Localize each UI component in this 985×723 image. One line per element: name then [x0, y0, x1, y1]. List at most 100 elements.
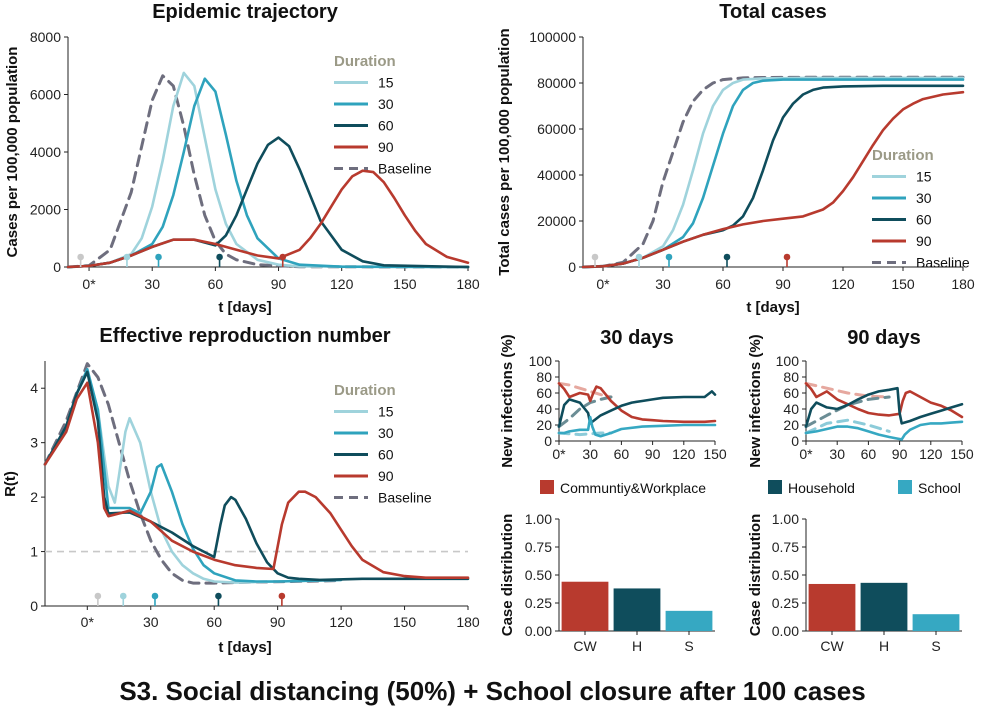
inf30-xtick-label: 60 — [614, 446, 630, 462]
total-ytick-label: 60000 — [537, 121, 576, 137]
trajectory-xlabel: t [days] — [218, 299, 271, 316]
dist90-ytick-label: 1.00 — [772, 511, 799, 527]
dist90-bar-cw — [808, 583, 856, 631]
inf90-series-community-workplace-baseline- — [804, 381, 891, 399]
rt-ytick-label: 2 — [30, 489, 38, 505]
trajectory-chart: Epidemic trajectory 0* 30 60 90 120 150 180 0 200… — [4, 1, 480, 316]
dist30-xtick-label: CW — [573, 638, 597, 654]
category-legend: Communtiy&Workplace Household School — [540, 480, 961, 496]
inf30-ylabel: New infections (%) — [499, 334, 516, 467]
inf30-xtick-label: 90 — [645, 446, 661, 462]
total-xtick-label: 180 — [951, 276, 975, 292]
inf90-ytick-label: 100 — [776, 353, 800, 369]
total-ytick-label: 100000 — [529, 29, 576, 45]
inf90-series-school — [804, 420, 964, 441]
inf90-xtick-label: 120 — [919, 446, 943, 462]
trajectory-legend-label: 15 — [378, 75, 394, 91]
total-ytick-label: 40000 — [537, 167, 576, 183]
inf30-ytick-label: 20 — [536, 417, 552, 433]
inf90-ytick-label: 0 — [791, 433, 799, 449]
rt-legend-title: Duration — [334, 382, 396, 399]
trajectory-legend-title: Duration — [334, 53, 396, 70]
total-legend-label: 30 — [916, 190, 932, 206]
inf30-ytick-label: 40 — [536, 401, 552, 417]
total-legend-title: Duration — [872, 147, 934, 164]
inf30-ytick-label: 80 — [536, 369, 552, 385]
rt-xtick-label: 150 — [393, 614, 417, 630]
trajectory-ytick-label: 6000 — [30, 87, 61, 103]
rt-xlabel: t [days] — [218, 639, 271, 656]
rt-xtick-label: 60 — [206, 614, 222, 630]
trajectory-legend-label: 30 — [378, 96, 394, 112]
total-xtick-label: 120 — [831, 276, 855, 292]
dist90-bar-h — [860, 582, 908, 631]
inf90-title: 90 days — [847, 327, 920, 349]
inf90-xtick-label: 150 — [950, 446, 974, 462]
trajectory-xtick-label: 30 — [144, 276, 160, 292]
trajectory-intervention-marker — [123, 253, 131, 261]
category-legend-swatch — [898, 480, 912, 494]
dist90-xtick-label: CW — [820, 638, 844, 654]
inf30-xtick-label: 30 — [582, 446, 598, 462]
dist90-ylabel: Case distribution — [747, 514, 764, 637]
inf90-series-school-baseline- — [804, 418, 891, 435]
total-xtick-label: 150 — [891, 276, 915, 292]
rt-xtick-label: 180 — [456, 614, 480, 630]
trajectory-intervention-marker — [77, 253, 84, 261]
inf30-xtick-label: 120 — [672, 446, 696, 462]
inf90-series-household-baseline- — [804, 395, 891, 429]
rt-title: Effective reproduction number — [99, 325, 390, 347]
total-legend-label: 60 — [916, 212, 932, 228]
dist30-ytick-label: 1.00 — [525, 511, 552, 527]
inf90-xtick-label: 0* — [799, 446, 813, 462]
rt-legend-label: 15 — [378, 404, 394, 420]
inf30-series-community-workplace — [557, 382, 717, 424]
dist30-bar-s — [665, 610, 713, 631]
inf90-xtick-label: 60 — [861, 446, 877, 462]
rt-series-30 — [43, 367, 343, 583]
trajectory-xtick-label: 120 — [330, 276, 354, 292]
total-xlabel: t [days] — [746, 299, 799, 316]
inf90-ytick-label: 60 — [783, 385, 799, 401]
rt-ytick-label: 0 — [30, 598, 38, 614]
total-ytick-label: 20000 — [537, 213, 576, 229]
total-series-baseline — [581, 75, 965, 269]
dist30-ytick-label: 0.75 — [525, 539, 552, 555]
trajectory-intervention-marker — [216, 253, 223, 261]
dist90-bar-s — [912, 614, 960, 631]
trajectory-series-baseline — [66, 74, 470, 269]
trajectory-legend-label: 60 — [378, 118, 394, 134]
trajectory-xtick-label: 0* — [82, 276, 96, 292]
category-legend-swatch — [768, 480, 782, 494]
dist30-ytick-label: 0.25 — [525, 595, 552, 611]
inf30-xtick-label: 0* — [552, 446, 566, 462]
trajectory-ylabel: Cases per 100,000 population — [4, 47, 21, 258]
rt-intervention-marker — [215, 592, 222, 600]
rt-ylabel: R(t) — [2, 471, 19, 497]
dist30-bar-cw — [561, 581, 609, 631]
rt-xtick-label: 90 — [270, 614, 286, 630]
total-xtick-label: 0* — [596, 276, 610, 292]
trajectory-xtick-label: 180 — [456, 276, 480, 292]
trajectory-xtick-label: 90 — [271, 276, 287, 292]
rt-legend-label: 90 — [378, 468, 394, 484]
rt-legend-label: Baseline — [378, 490, 432, 506]
inf90-ytick-label: 40 — [783, 401, 799, 417]
total-xtick-label: 60 — [715, 276, 731, 292]
dist30-xtick-label: H — [632, 638, 642, 654]
inf90-xtick-label: 90 — [892, 446, 908, 462]
trajectory-xtick-label: 150 — [393, 276, 417, 292]
figure-caption: S3. Social distancing (50%) + School clo… — [119, 676, 866, 706]
category-legend-label: Communtiy&Workplace — [560, 480, 706, 496]
rt-ytick-label: 4 — [30, 380, 38, 396]
rt-xtick-label: 30 — [143, 614, 159, 630]
inf90-ytick-label: 20 — [783, 417, 799, 433]
trajectory-legend-label: 90 — [378, 139, 394, 155]
category-legend-label: School — [918, 480, 961, 496]
dist30-ylabel: Case distribution — [499, 514, 516, 637]
dist90-chart: 0.00 0.25 0.50 0.75 1.00 CW H S Case distributio… — [747, 511, 962, 654]
dist30-ytick-label: 0.50 — [525, 567, 552, 583]
trajectory-series-90 — [66, 169, 470, 269]
trajectory-ytick-label: 2000 — [30, 202, 61, 218]
